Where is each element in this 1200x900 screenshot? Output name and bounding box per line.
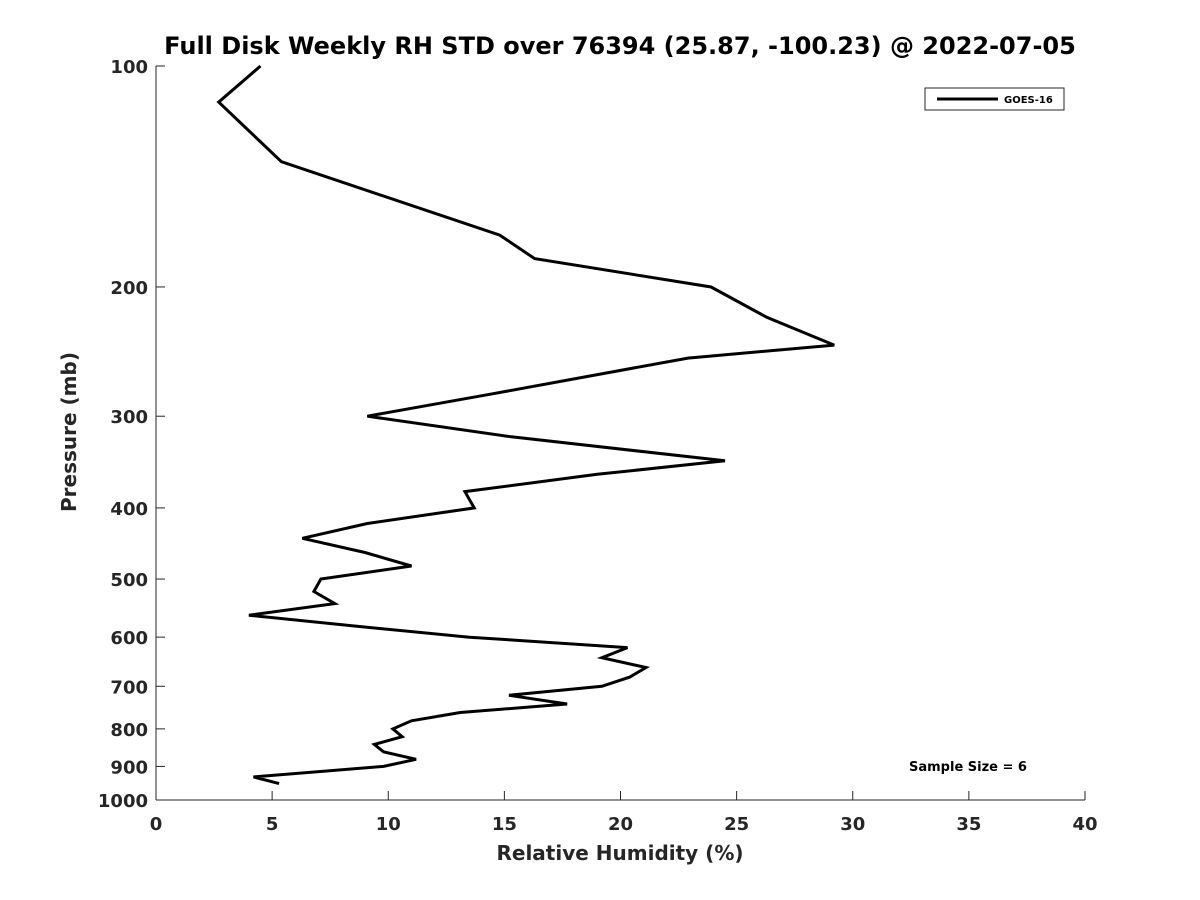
x-tick-label-40: 40 xyxy=(1072,814,1097,835)
y-tick-label-700: 700 xyxy=(110,677,148,698)
chart-title: Full Disk Weekly RH STD over 76394 (25.8… xyxy=(164,32,1076,60)
x-tick-label-35: 35 xyxy=(956,814,981,835)
sample-size-annotation: Sample Size = 6 xyxy=(909,760,1027,775)
x-tick-label-0: 0 xyxy=(150,814,163,835)
y-tick-label-200: 200 xyxy=(110,278,148,299)
x-tick-label-30: 30 xyxy=(840,814,865,835)
y-axis-label: Pressure (mb) xyxy=(57,352,81,512)
series-line-0 xyxy=(216,64,835,786)
y-tick-label-100: 100 xyxy=(110,57,148,78)
x-tick-label-25: 25 xyxy=(724,814,749,835)
legend-label-0: GOES-16 xyxy=(1004,95,1053,106)
x-tick-label-5: 5 xyxy=(266,814,279,835)
y-tick-label-400: 400 xyxy=(110,499,148,520)
y-tick-label-500: 500 xyxy=(110,570,148,591)
y-tick-label-900: 900 xyxy=(110,757,148,778)
x-axis-label: Relative Humidity (%) xyxy=(496,841,743,865)
x-tick-label-10: 10 xyxy=(376,814,401,835)
y-tick-label-1000: 1000 xyxy=(98,791,148,812)
y-tick-label-600: 600 xyxy=(110,628,148,649)
y-tick-label-800: 800 xyxy=(110,720,148,741)
x-tick-label-20: 20 xyxy=(608,814,633,835)
y-tick-label-300: 300 xyxy=(110,407,148,428)
x-tick-label-15: 15 xyxy=(492,814,517,835)
